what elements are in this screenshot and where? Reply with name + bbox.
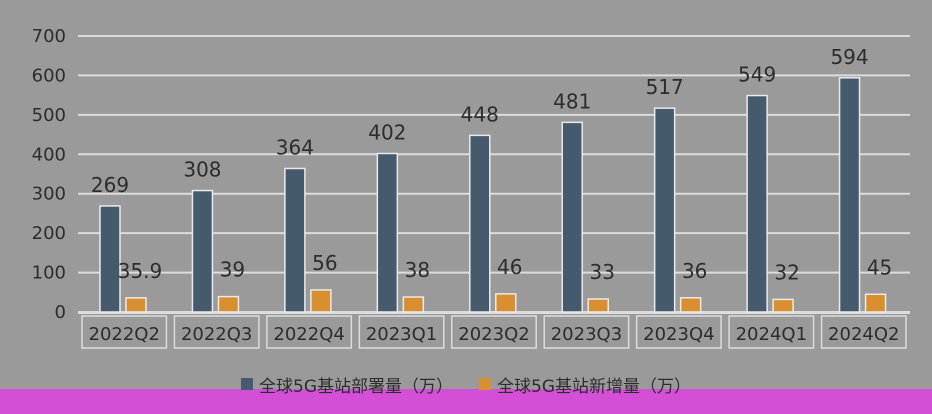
chart-legend: 全球5G基站部署量（万） 全球5G基站新增量（万） <box>0 372 932 397</box>
legend-swatch-series-1 <box>241 378 253 390</box>
x-tick-label-2023Q1: 2023Q1 <box>366 324 437 345</box>
chart-area: 0 100 200 300 400 500 600 700 2022Q2 269 35.9 2022Q… <box>32 26 910 349</box>
bar-series-1-2022Q4 <box>284 167 306 313</box>
category-cell-2024Q1 <box>728 315 815 349</box>
y-tick-label-100: 100 <box>32 263 66 284</box>
category-cell-2022Q4 <box>266 315 353 349</box>
data-label-series-1-2024Q1: 549 <box>738 63 776 87</box>
category-cell-2024Q2 <box>820 315 907 349</box>
data-label-series-2-2023Q1: 38 <box>405 258 430 282</box>
x-tick-label-2022Q4: 2022Q4 <box>273 324 344 345</box>
y-tick-label-0: 0 <box>55 302 66 323</box>
y-tick-label-500: 500 <box>32 105 66 126</box>
legend-band <box>0 389 932 414</box>
category-cell-2023Q2 <box>451 315 537 349</box>
data-label-series-2-2023Q2: 46 <box>497 255 522 279</box>
data-label-series-1-2022Q3: 308 <box>183 158 221 182</box>
data-label-series-1-2024Q2: 594 <box>830 45 868 69</box>
bar-series-1-2023Q3 <box>561 121 583 313</box>
x-tick-label-2023Q4: 2023Q4 <box>643 324 714 345</box>
bar-series-2-2022Q4 <box>310 289 332 313</box>
legend-item-series-2: 全球5G基站新增量（万） <box>479 372 691 397</box>
bar-series-2-2024Q1 <box>772 298 794 313</box>
y-tick-label-200: 200 <box>32 223 66 244</box>
data-label-series-2-2022Q3: 39 <box>220 258 245 282</box>
bar-series-1-2023Q1 <box>376 152 399 313</box>
bar-series-2-2023Q1 <box>402 296 425 313</box>
bar-chart: 0 100 200 300 400 500 600 700 2022Q2 269 35.9 2022Q… <box>32 26 910 349</box>
bar-series-2-2023Q2 <box>495 293 517 313</box>
data-label-series-2-2022Q2: 35.9 <box>118 259 163 283</box>
data-label-series-1-2022Q4: 364 <box>276 135 314 159</box>
data-label-series-1-2023Q3: 481 <box>553 89 591 113</box>
bar-series-2-2022Q2 <box>125 297 147 313</box>
y-tick-label-300: 300 <box>32 184 66 205</box>
legend-label-series-2: 全球5G基站新增量（万） <box>497 376 691 397</box>
x-tick-label-2023Q2: 2023Q2 <box>458 324 529 345</box>
data-label-series-1-2023Q2: 448 <box>461 102 499 126</box>
category-cell-2022Q3 <box>173 315 260 349</box>
x-tick-label-2022Q3: 2022Q3 <box>181 324 252 345</box>
y-tick-label-700: 700 <box>32 26 66 47</box>
bar-series-1-2024Q1 <box>746 94 768 313</box>
bar-series-1-2022Q2 <box>99 205 121 313</box>
legend-item-series-1: 全球5G基站部署量（万） <box>241 372 453 397</box>
y-tick-label-400: 400 <box>32 144 66 165</box>
bar-series-2-2023Q3 <box>587 298 609 313</box>
data-label-series-2-2024Q2: 45 <box>867 255 892 279</box>
bar-series-1-2022Q3 <box>191 189 214 313</box>
legend-swatch-series-2 <box>479 378 491 390</box>
x-tick-label-2023Q3: 2023Q3 <box>551 324 622 345</box>
category-cell-2023Q4 <box>635 315 722 349</box>
bar-series-1-2023Q2 <box>469 134 491 313</box>
y-tick-label-600: 600 <box>32 65 66 86</box>
x-tick-label-2024Q1: 2024Q1 <box>736 324 807 345</box>
category-cell-2023Q1 <box>358 315 445 349</box>
legend-label-series-1: 全球5G基站部署量（万） <box>259 376 453 397</box>
bar-series-1-2023Q4 <box>653 107 676 313</box>
x-tick-label-2024Q2: 2024Q2 <box>828 324 899 345</box>
bar-series-2-2022Q3 <box>217 295 240 313</box>
bar-series-1-2024Q2 <box>838 77 861 313</box>
data-label-series-1-2023Q1: 402 <box>368 120 406 144</box>
x-tick-label-2022Q2: 2022Q2 <box>89 324 160 345</box>
data-label-series-1-2022Q2: 269 <box>91 173 129 197</box>
data-label-series-2-2024Q1: 32 <box>774 260 799 284</box>
bar-series-2-2024Q2 <box>864 293 887 313</box>
category-cell-2023Q3 <box>543 315 630 349</box>
bar-series-2-2023Q4 <box>679 297 702 313</box>
data-label-series-1-2023Q4: 517 <box>646 75 684 99</box>
data-label-series-2-2023Q3: 33 <box>589 260 614 284</box>
category-cell-2022Q2 <box>81 315 168 349</box>
data-label-series-2-2023Q4: 36 <box>682 259 707 283</box>
data-label-series-2-2022Q4: 56 <box>312 251 337 275</box>
